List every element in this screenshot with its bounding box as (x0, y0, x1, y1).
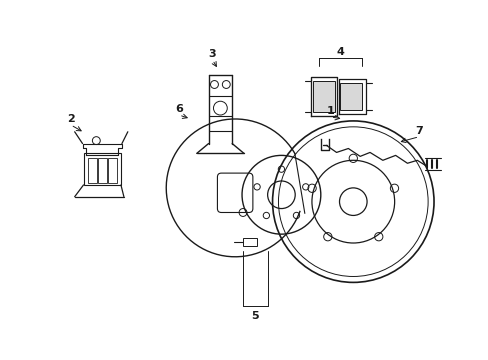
Text: 2: 2 (67, 114, 75, 124)
Text: 3: 3 (208, 49, 216, 59)
Bar (107, 158, 116, 183)
Bar (310, 77, 336, 116)
Text: 6: 6 (175, 104, 183, 114)
Bar (88, 158, 97, 183)
FancyBboxPatch shape (217, 173, 252, 212)
Bar (340, 82, 362, 110)
Text: 5: 5 (250, 311, 258, 321)
Bar (98, 158, 106, 183)
FancyBboxPatch shape (83, 153, 121, 185)
Polygon shape (243, 238, 256, 246)
Bar (312, 81, 334, 112)
Text: 7: 7 (414, 126, 422, 136)
Text: 4: 4 (336, 47, 344, 57)
Text: 1: 1 (326, 106, 334, 116)
